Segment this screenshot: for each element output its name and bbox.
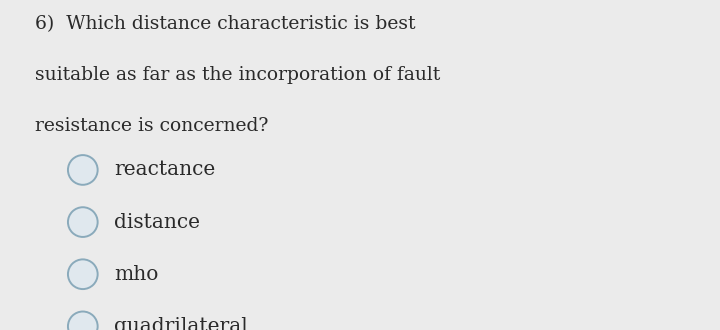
- Text: quadrilateral: quadrilateral: [114, 317, 248, 330]
- Text: reactance: reactance: [114, 160, 215, 180]
- Ellipse shape: [68, 312, 98, 330]
- Text: mho: mho: [114, 265, 158, 284]
- Text: distance: distance: [114, 213, 199, 232]
- Text: suitable as far as the incorporation of fault: suitable as far as the incorporation of …: [35, 66, 440, 84]
- Ellipse shape: [68, 259, 98, 289]
- Text: 6)  Which distance characteristic is best: 6) Which distance characteristic is best: [35, 15, 415, 33]
- Text: resistance is concerned?: resistance is concerned?: [35, 117, 268, 135]
- Ellipse shape: [68, 207, 98, 237]
- Ellipse shape: [68, 155, 98, 185]
